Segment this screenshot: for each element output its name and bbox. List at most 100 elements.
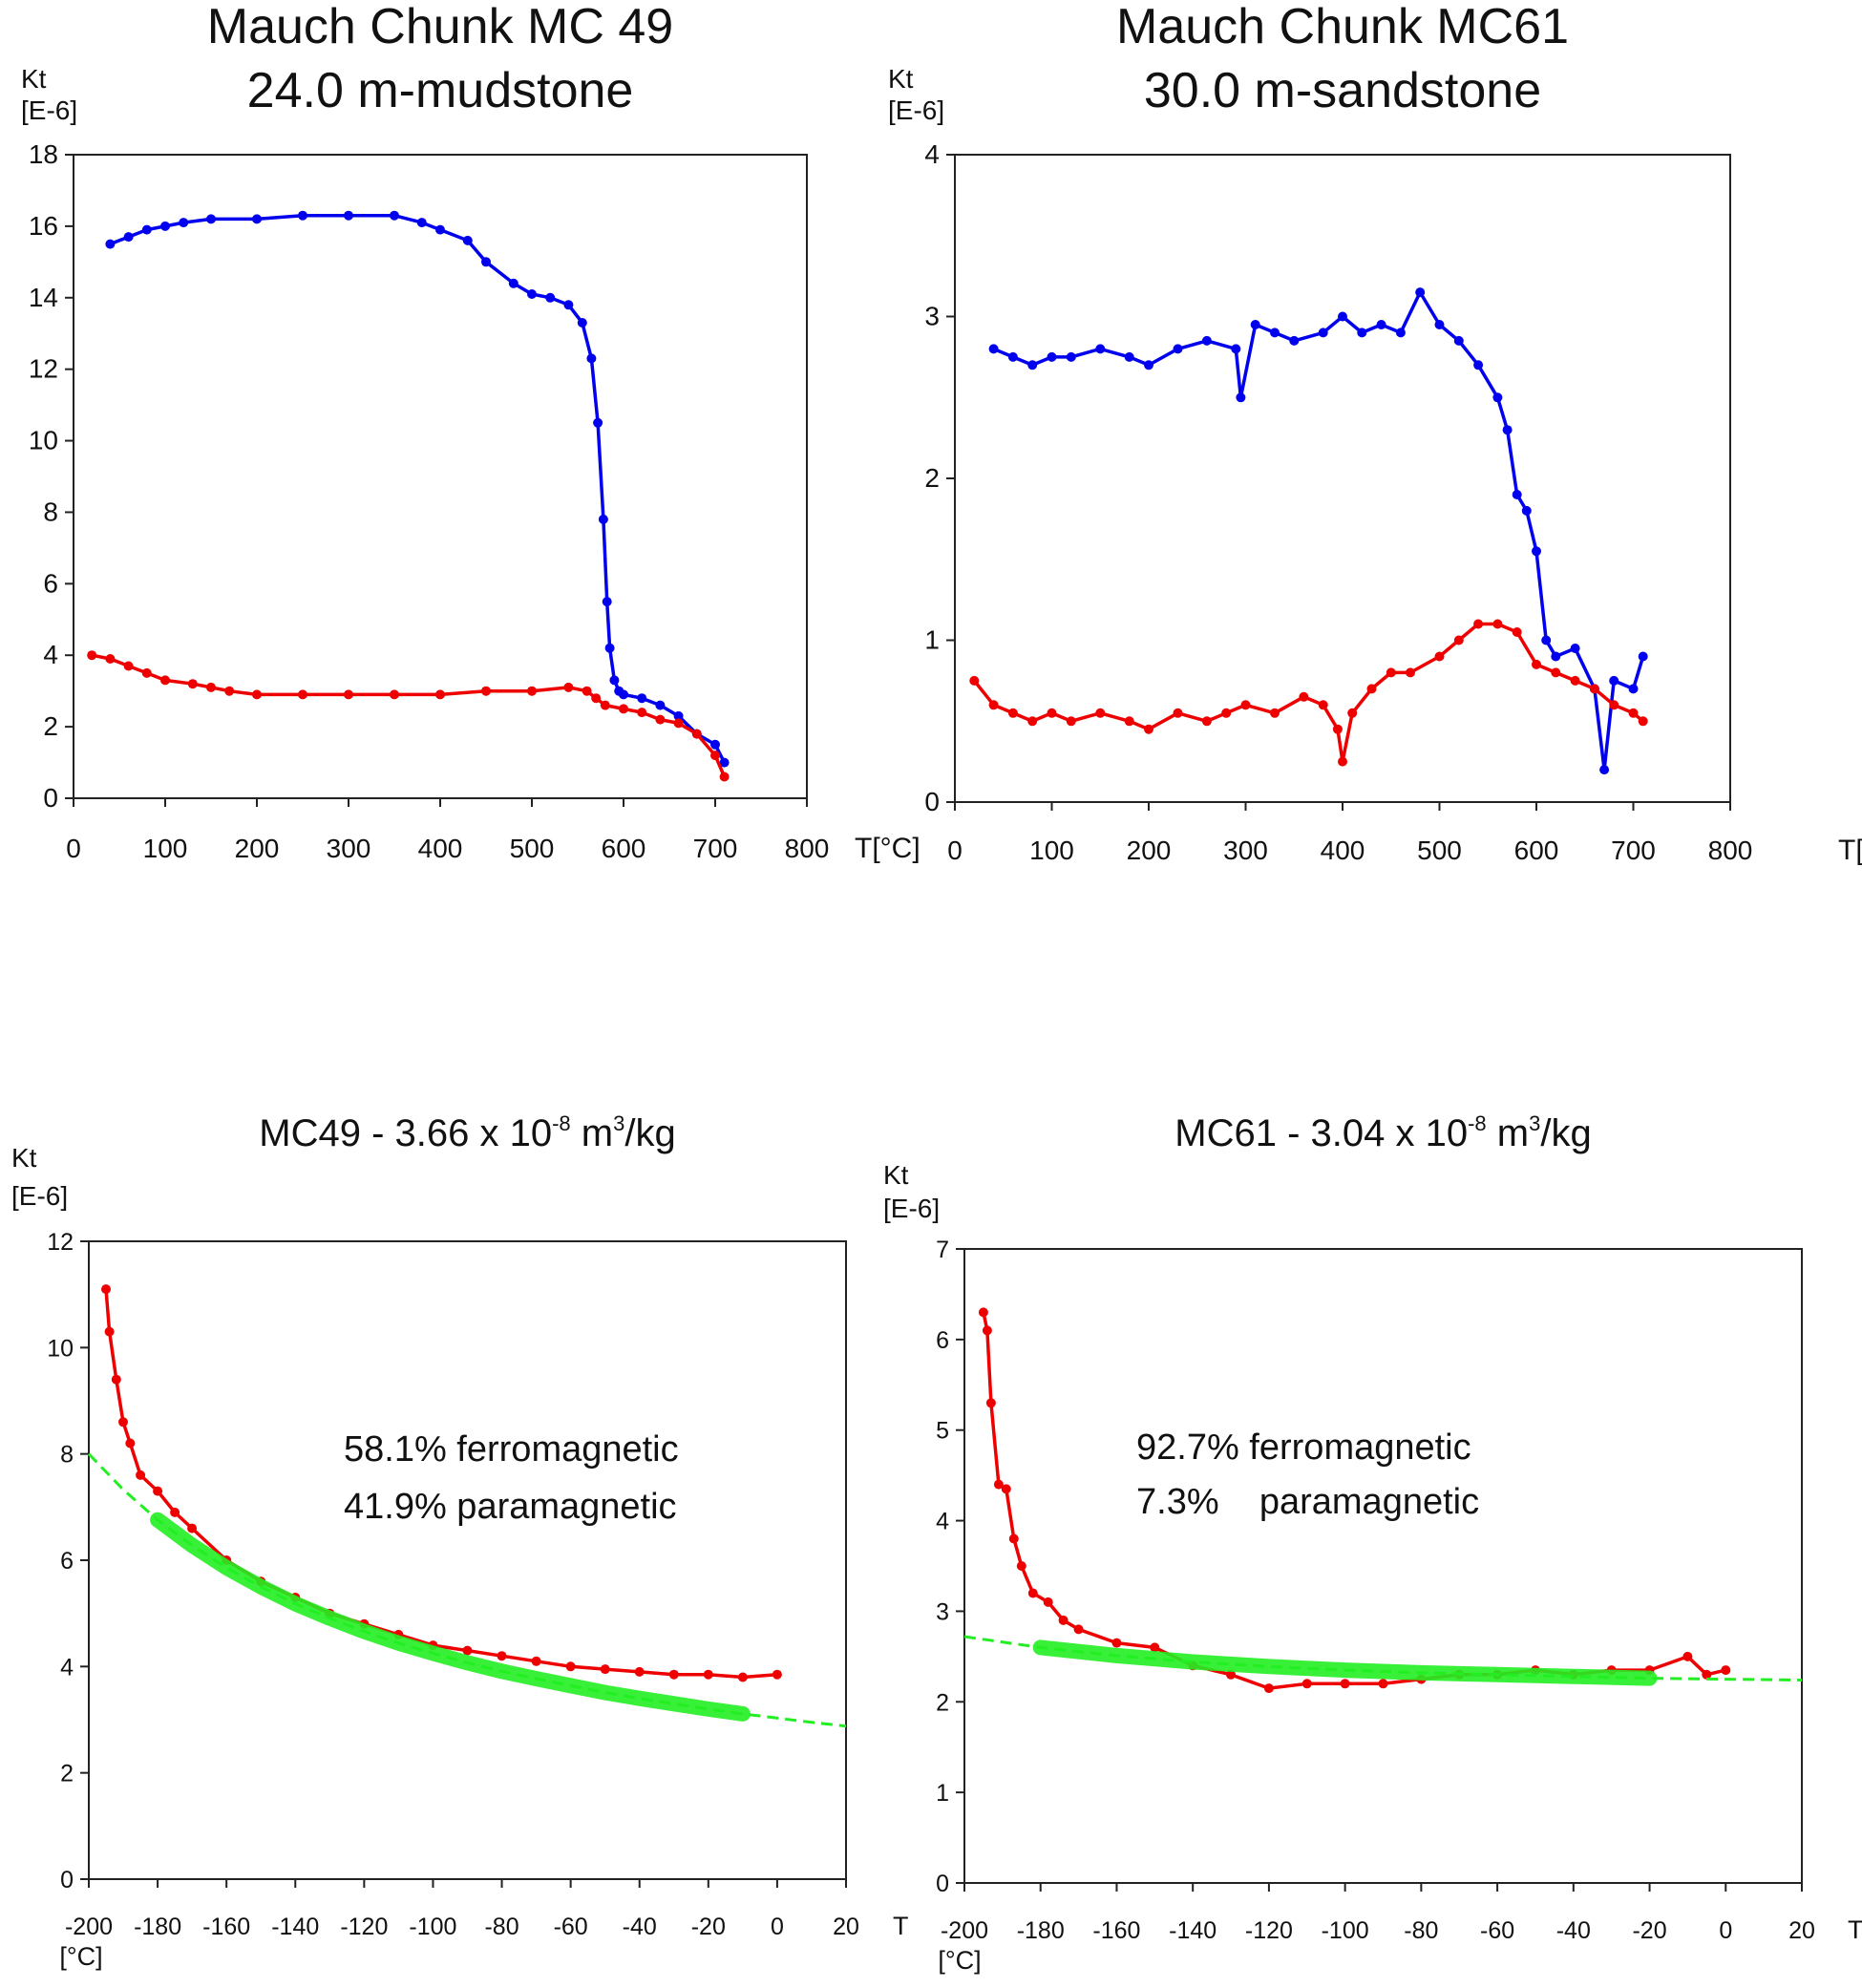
plot-frame	[963, 1248, 1803, 1884]
data-point	[1250, 320, 1260, 329]
data-point	[978, 1307, 988, 1318]
chart-title: MC49 - 3.66 x 10-8 m3/kg	[259, 1111, 675, 1154]
data-point	[565, 1661, 576, 1672]
data-point	[993, 1479, 1004, 1490]
data-point	[1144, 360, 1153, 370]
y-axis-label: Kt	[888, 64, 914, 94]
data-point	[772, 1669, 782, 1680]
chart-title: 24.0 m-mudstone	[247, 63, 634, 118]
data-point	[1599, 765, 1610, 775]
data-point	[1007, 351, 1018, 362]
data-point	[1521, 505, 1532, 516]
data-point	[691, 729, 702, 739]
x-axis-label: T[°C]	[1838, 835, 1862, 866]
data-point	[481, 257, 491, 267]
y-tick-label: 0	[936, 1871, 949, 1897]
x-tick-label: 600	[1514, 835, 1559, 865]
y-tick-label: 5	[936, 1418, 949, 1445]
y-tick-label: 3	[936, 1598, 949, 1625]
annotation-text: 92.7% ferromagnetic	[1136, 1428, 1471, 1468]
data-point	[1047, 351, 1057, 362]
data-point	[1007, 708, 1018, 718]
data-point	[1609, 675, 1619, 686]
data-point	[344, 210, 353, 221]
y-axis-label: [E-6]	[883, 1194, 940, 1223]
data-point	[1406, 667, 1415, 678]
data-point	[591, 693, 602, 704]
data-point	[1338, 756, 1347, 767]
data-point	[1570, 644, 1580, 653]
data-point	[598, 514, 608, 524]
data-point	[1263, 1683, 1274, 1694]
data-point	[619, 689, 628, 700]
data-point	[1386, 667, 1396, 678]
series-heating	[105, 210, 730, 768]
annotation-text: 7.3% paramagnetic	[1136, 1482, 1479, 1522]
chart-title-part: m	[1487, 1112, 1529, 1154]
data-point	[600, 1664, 610, 1675]
y-tick-label: 10	[29, 426, 58, 455]
data-point	[1027, 1588, 1038, 1598]
chart-title-part: MC61 - 3.04 x 10	[1174, 1112, 1468, 1154]
data-point	[719, 772, 730, 782]
data-point	[1638, 716, 1648, 727]
x-tick-label: 200	[235, 834, 280, 863]
chart-title: Mauch Chunk MC 49	[207, 0, 673, 54]
data-point	[1492, 619, 1503, 629]
series-line	[992, 290, 1645, 772]
data-point	[1512, 490, 1522, 499]
data-point	[737, 1672, 748, 1682]
data-point	[390, 689, 399, 700]
series-paramagnetic-fit	[87, 1452, 847, 1728]
y-tick-label: 6	[936, 1327, 949, 1354]
data-point	[416, 218, 427, 228]
y-tick-label: 10	[47, 1335, 74, 1362]
data-point	[1150, 1642, 1160, 1653]
y-tick-label: 3	[924, 302, 940, 331]
data-point	[1299, 691, 1309, 702]
y-tick-label: 6	[60, 1548, 74, 1575]
x-tick-label: -40	[623, 1914, 657, 1940]
fit-band	[150, 1512, 751, 1722]
x-tick-label: -40	[1556, 1917, 1591, 1944]
data-point	[1638, 651, 1648, 662]
data-point	[1532, 659, 1541, 669]
x-tick-label: -160	[202, 1914, 250, 1940]
data-point	[123, 232, 134, 243]
x-tick-label: 600	[602, 834, 646, 863]
data-point	[141, 224, 152, 235]
y-tick-label: 1	[936, 1780, 949, 1807]
x-tick-label: -120	[340, 1914, 388, 1940]
data-point	[619, 704, 628, 714]
data-point	[224, 686, 235, 696]
data-point	[1301, 1679, 1312, 1689]
x-tick-label: -140	[271, 1914, 319, 1940]
data-point	[969, 675, 980, 686]
data-point	[1236, 392, 1246, 403]
x-tick-label: 0	[947, 835, 963, 865]
data-point	[1434, 651, 1445, 662]
data-point	[298, 210, 307, 221]
series-paramagnetic-fit	[963, 1635, 1803, 1686]
data-point	[1453, 635, 1464, 645]
x-tick-label: 200	[1127, 835, 1172, 865]
data-point	[1589, 684, 1599, 694]
y-tick-label: 12	[47, 1229, 74, 1256]
data-point	[1609, 700, 1619, 710]
data-point	[118, 1417, 128, 1428]
series-cooling	[87, 650, 730, 782]
x-tick-label: 100	[1029, 835, 1074, 865]
x-tick-label: -20	[1632, 1917, 1666, 1944]
data-point	[563, 300, 574, 310]
data-point	[673, 718, 684, 729]
data-point	[111, 1374, 121, 1385]
data-point	[1434, 320, 1445, 329]
y-tick-label: 4	[936, 1509, 949, 1535]
data-point	[1047, 708, 1057, 718]
data-point	[1066, 351, 1076, 362]
data-point	[435, 224, 445, 235]
chart-title-part: m	[571, 1112, 613, 1154]
y-tick-label: 8	[43, 497, 58, 526]
data-point	[390, 210, 399, 221]
data-point	[637, 693, 647, 704]
